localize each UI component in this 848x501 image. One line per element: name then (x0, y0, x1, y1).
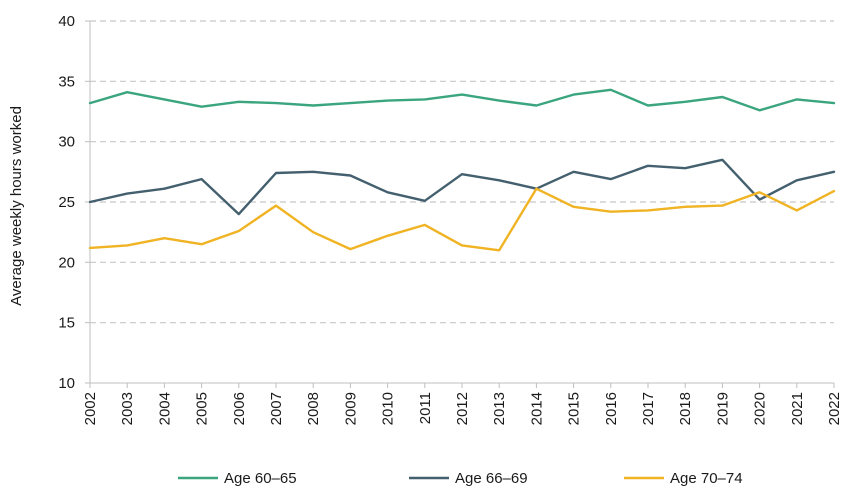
legend: Age 60–65 Age 66–69 Age 70–74 (178, 470, 743, 487)
x-tick-label: 2010 (380, 392, 397, 425)
x-tick-label: 2015 (566, 392, 583, 425)
x-tick-label: 2017 (640, 392, 657, 425)
y-tick-label: 35 (58, 73, 75, 90)
x-tick-label: 2014 (528, 392, 545, 425)
x-tick-label: 2002 (82, 392, 99, 425)
x-tick-label: 2005 (194, 392, 211, 425)
gridlines (90, 20, 834, 324)
y-tick-label: 15 (58, 315, 75, 332)
y-tick-label: 25 (58, 194, 75, 211)
x-tick-label: 2018 (677, 392, 694, 425)
series-lines (88, 88, 836, 252)
x-tick-label: 2016 (603, 392, 620, 425)
legend-label: Age 70–74 (670, 470, 743, 487)
x-tick-label: 2011 (417, 392, 434, 424)
x-tick-label: 2007 (268, 392, 285, 425)
y-axis-label: Average weekly hours worked (8, 106, 25, 306)
legend-label: Age 66–69 (455, 470, 528, 487)
x-tick-label: 2009 (342, 392, 359, 425)
x-tick-label: 2019 (714, 392, 731, 425)
y-tick-label: 20 (58, 254, 75, 271)
y-tick-label: 30 (58, 134, 75, 151)
series-line-1 (88, 88, 836, 112)
x-axis-ticks: 2002 2003 2004 2005 2006 2007 2008 2009 2010 2011… (82, 383, 843, 425)
x-tick-label: 2012 (454, 392, 471, 425)
x-tick-label: 2021 (789, 392, 806, 425)
x-tick-label: 2013 (491, 392, 508, 425)
x-tick-label: 2006 (231, 392, 248, 425)
y-axis-ticks: 10 15 20 25 30 35 40 (58, 13, 90, 392)
series-line-2 (88, 158, 836, 216)
x-tick-label: 2020 (752, 392, 769, 425)
x-tick-label: 2004 (156, 392, 173, 425)
series-line-3 (88, 187, 836, 252)
y-tick-label: 40 (58, 13, 75, 30)
x-tick-label: 2008 (305, 392, 322, 425)
x-tick-label: 2003 (119, 392, 136, 425)
y-tick-label: 10 (58, 375, 75, 392)
legend-label: Age 60–65 (224, 470, 297, 487)
x-tick-label: 2022 (826, 392, 843, 425)
